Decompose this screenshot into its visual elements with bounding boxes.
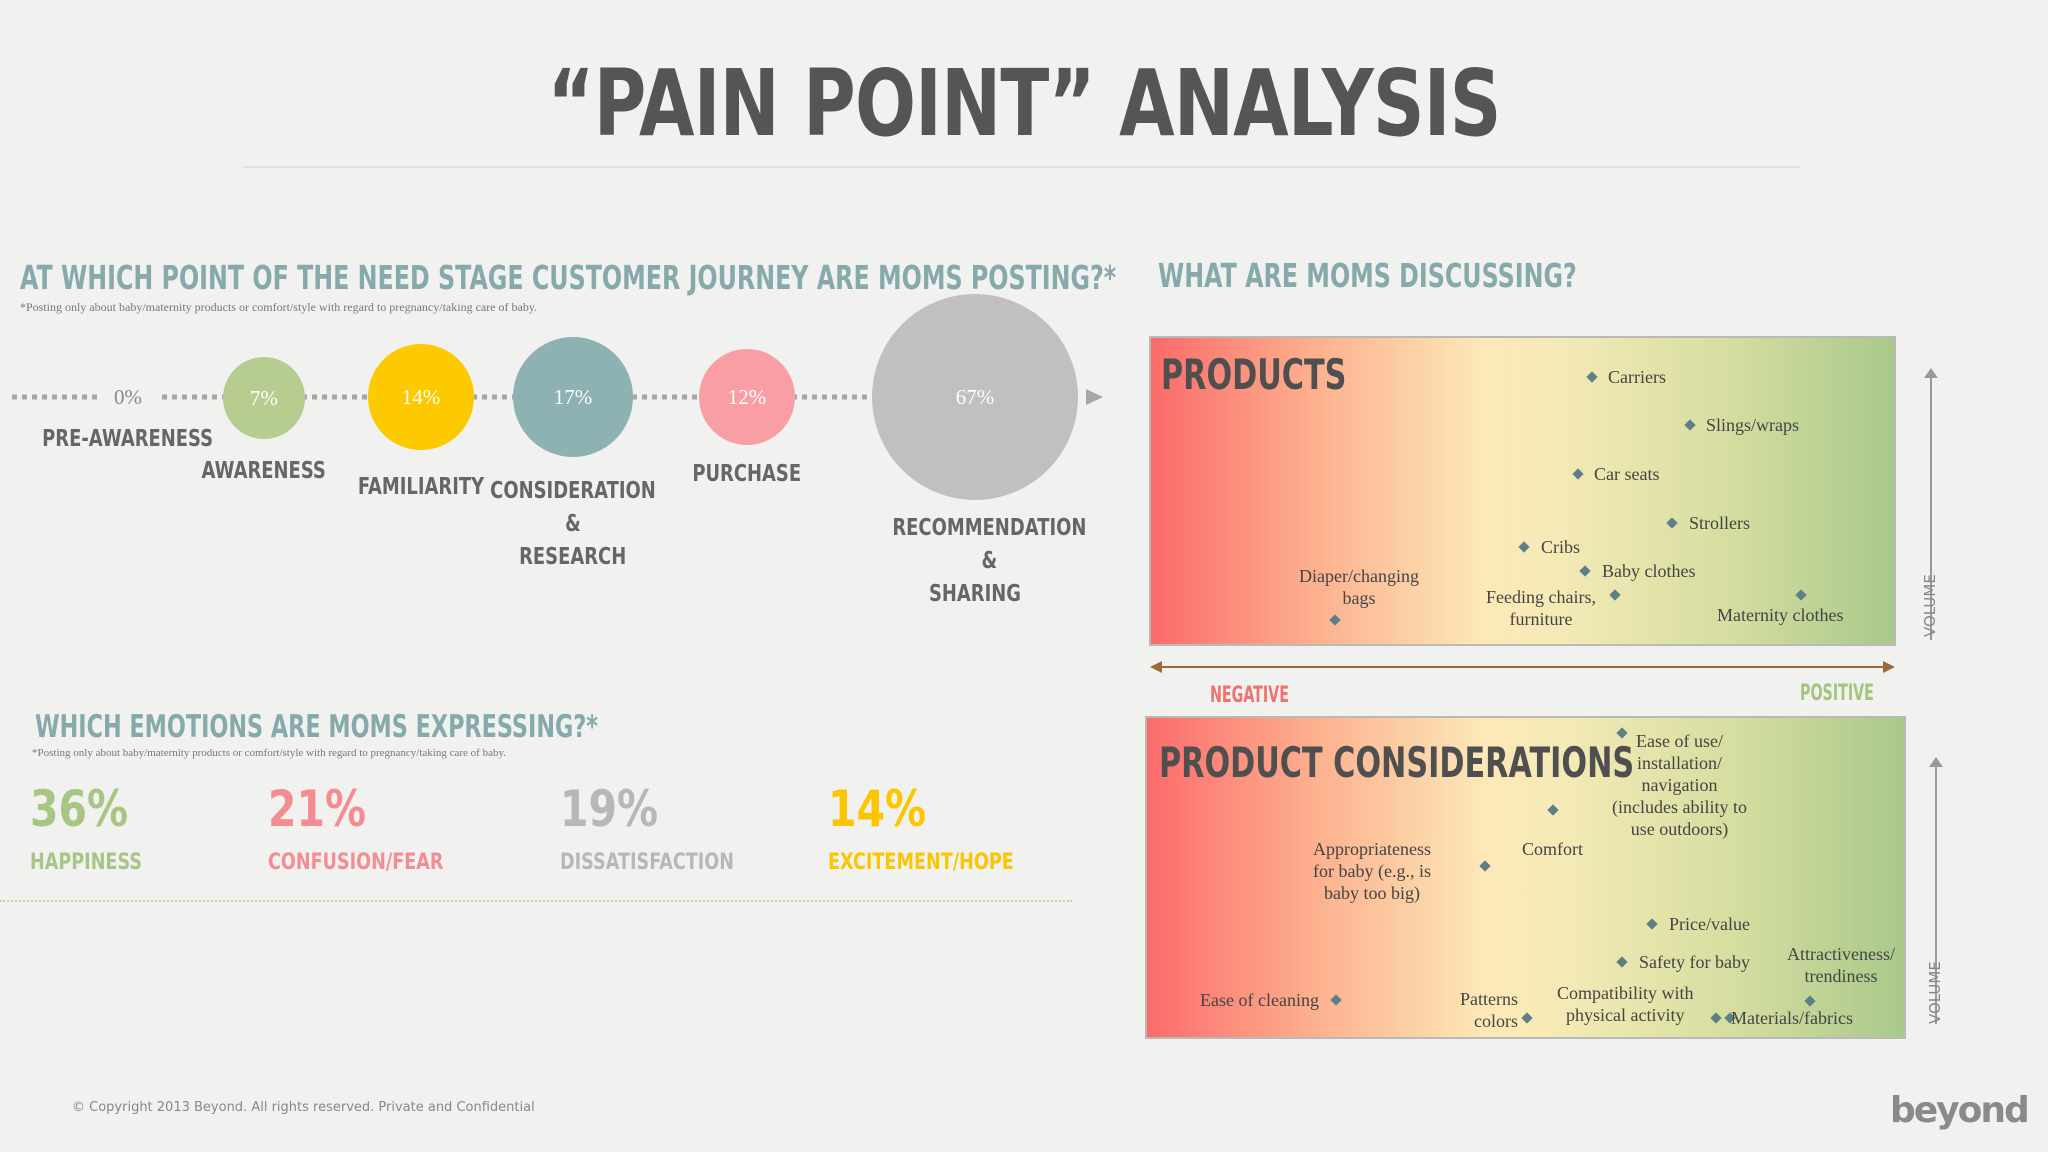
stage-circle: 0% — [98, 367, 158, 427]
data-point-marker — [1795, 589, 1807, 601]
considerations-panel: PRODUCT CONSIDERATIONS Ease of use/ inst… — [1145, 716, 1906, 1039]
data-point-label: Materials/fabrics — [1731, 1008, 1853, 1028]
stage-percent: 67% — [955, 384, 995, 409]
stage-label: PRE-AWARENESS — [42, 426, 214, 452]
stage-circle: 67% — [872, 294, 1078, 500]
beyond-logo: beyond — [1890, 1090, 2030, 1131]
data-point-marker — [1609, 589, 1621, 601]
data-point-label: Ease of cleaning — [1200, 990, 1319, 1010]
data-point-label: Comfort — [1522, 839, 1583, 859]
emotion-label: HAPPINESS — [30, 850, 143, 875]
emotion-percent: 19% — [560, 780, 659, 838]
stage-label: RECOMMENDATION & SHARING — [892, 515, 1087, 607]
emotion-percent: 21% — [268, 780, 367, 838]
data-point-label: Price/value — [1669, 914, 1750, 934]
positive-label: POSITIVE — [1800, 681, 1874, 706]
stage-percent: 14% — [401, 384, 441, 409]
products-panel: PRODUCTS Carriers Slings/wraps Car seats St… — [1149, 336, 1896, 646]
data-point-label: Cribs — [1541, 537, 1581, 557]
data-point-marker — [1479, 860, 1491, 872]
sentiment-axis — [1150, 661, 1895, 673]
copyright: © Copyright 2013 Beyond. All rights rese… — [72, 1100, 535, 1115]
stage-circle: 7% — [223, 357, 305, 439]
emotion-label: EXCITEMENT/HOPE — [828, 850, 1014, 875]
title-divider — [243, 166, 1801, 168]
data-point-marker — [1586, 371, 1598, 383]
data-point-label: Car seats — [1594, 464, 1660, 484]
negative-label: NEGATIVE — [1210, 683, 1289, 708]
emotion-label: CONFUSION/FEAR — [268, 850, 444, 875]
products-title: PRODUCTS — [1161, 350, 1347, 399]
emotion-percent: 14% — [828, 780, 927, 838]
considerations-volume-label: VOLUME — [1926, 961, 1944, 1024]
data-point-marker — [1330, 994, 1342, 1006]
data-point-label: Compatibility with physical activity — [1557, 983, 1694, 1025]
emotion-label: DISSATISFACTION — [560, 850, 734, 875]
stage-label: FAMILIARITY — [357, 474, 485, 500]
emotion-percent: 36% — [30, 780, 129, 838]
data-point-marker — [1646, 918, 1658, 930]
data-point-label: Safety for baby — [1639, 952, 1750, 972]
data-point-label: Carriers — [1608, 367, 1666, 387]
products-volume-label: VOLUME — [1921, 574, 1939, 637]
data-point-marker — [1804, 995, 1816, 1007]
data-point-label: Slings/wraps — [1706, 415, 1800, 435]
stage-percent: 7% — [250, 385, 278, 410]
emotions-footnote: *Posting only about baby/maternity produ… — [32, 747, 506, 759]
stage-percent: 17% — [553, 384, 593, 409]
data-point-label: Attractiveness/ trendiness — [1787, 944, 1895, 986]
discussing-heading: WHAT ARE MOMS DISCUSSING? — [1158, 256, 1577, 295]
data-point-marker — [1572, 468, 1584, 480]
data-point-label: Patterns colors — [1460, 989, 1518, 1031]
stage-label: AWARENESS — [201, 458, 327, 484]
up-arrow-icon — [1924, 368, 1938, 378]
data-point-label: Baby clothes — [1602, 561, 1696, 581]
data-point-marker — [1579, 565, 1591, 577]
page-title: “PAIN POINT” ANALYSIS — [547, 50, 1501, 157]
stage-label: CONSIDERATION & RESEARCH — [490, 478, 656, 570]
journey-footnote: *Posting only about baby/maternity produ… — [20, 300, 538, 314]
stage-percent: 0% — [114, 384, 142, 409]
stage-circle: 14% — [368, 344, 474, 450]
journey-heading: AT WHICH POINT OF THE NEED STAGE CUSTOME… — [20, 258, 1117, 297]
data-point-marker — [1329, 614, 1341, 626]
data-point-marker — [1518, 541, 1530, 553]
considerations-volume-axis — [1935, 762, 1937, 1024]
data-point-marker — [1521, 1012, 1533, 1024]
data-point-marker — [1684, 419, 1696, 431]
products-volume-axis — [1930, 372, 1932, 640]
up-arrow-icon — [1929, 757, 1943, 767]
data-point-marker — [1547, 804, 1559, 816]
left-arrow-icon — [1150, 661, 1162, 673]
data-point-marker — [1666, 517, 1678, 529]
stage-percent: 12% — [727, 384, 767, 409]
data-point-label: Ease of use/ installation/ navigation (i… — [1612, 731, 1747, 839]
considerations-title: PRODUCT CONSIDERATIONS — [1159, 738, 1635, 787]
stage-label: PURCHASE — [692, 461, 802, 487]
data-point-marker — [1616, 956, 1628, 968]
stage-circle: 12% — [699, 349, 795, 445]
timeline-arrow-icon — [1086, 389, 1103, 405]
emotions-heading: WHICH EMOTIONS ARE MOMS EXPRESSING?* — [35, 709, 598, 745]
emotions-divider — [0, 900, 1072, 902]
stage-circle: 17% — [513, 337, 633, 457]
data-point-label: Diaper/changing bags — [1299, 566, 1419, 608]
right-arrow-icon — [1883, 661, 1895, 673]
data-point-label: Maternity clothes — [1717, 605, 1844, 625]
data-point-marker — [1710, 1012, 1722, 1024]
data-point-label: Strollers — [1689, 513, 1750, 533]
data-point-label: Feeding chairs, furniture — [1486, 587, 1596, 629]
data-point-label: Appropriateness for baby (e.g., is baby … — [1313, 839, 1431, 903]
